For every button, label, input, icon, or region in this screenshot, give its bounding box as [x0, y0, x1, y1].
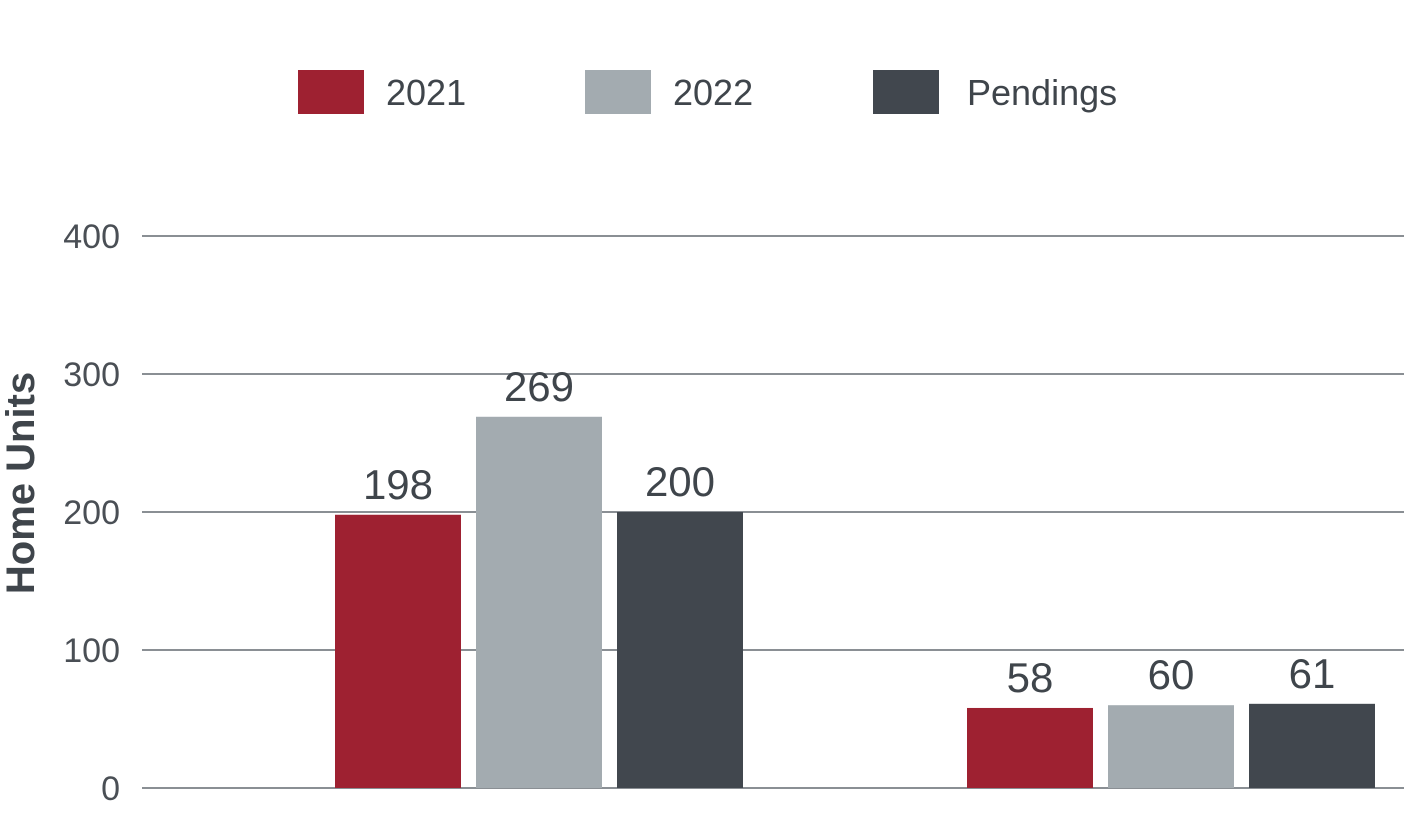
legend-label: Pendings: [967, 72, 1117, 113]
legend: 2021 2022 Pendings: [298, 70, 1117, 114]
y-tick-label: 200: [63, 494, 120, 532]
data-label: 60: [1148, 651, 1195, 698]
bar: [617, 512, 743, 788]
legend-label: 2022: [673, 72, 753, 113]
bar: [335, 514, 461, 788]
data-label: 198: [363, 461, 433, 508]
legend-swatch: [585, 70, 651, 114]
data-label: 58: [1007, 654, 1054, 701]
y-axis-ticks: 0 100 200 300 400: [63, 218, 120, 808]
y-tick-label: 100: [63, 632, 120, 670]
bar: [1249, 703, 1375, 788]
data-label: 61: [1289, 650, 1336, 697]
data-label: 200: [645, 458, 715, 505]
bars: [335, 416, 1375, 788]
y-tick-label: 0: [101, 770, 120, 808]
bar: [476, 416, 602, 788]
data-labels: 198 269 200 58 60 61: [363, 363, 1335, 701]
legend-swatch: [873, 70, 939, 114]
y-axis-title: Home Units: [0, 372, 43, 594]
bar: [1108, 705, 1234, 788]
y-tick-label: 300: [63, 356, 120, 394]
legend-swatch: [298, 70, 364, 114]
bar: [967, 707, 1093, 788]
legend-label: 2021: [386, 72, 466, 113]
data-label: 269: [504, 363, 574, 410]
y-tick-label: 400: [63, 218, 120, 256]
